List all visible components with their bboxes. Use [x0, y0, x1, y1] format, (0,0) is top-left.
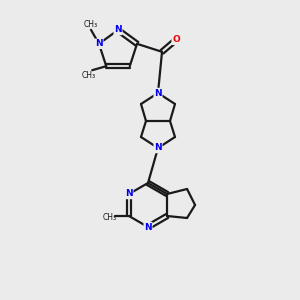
Text: N: N	[114, 26, 122, 34]
Text: N: N	[95, 39, 103, 48]
Text: N: N	[154, 143, 162, 152]
Text: CH₃: CH₃	[84, 20, 98, 29]
Text: CH₃: CH₃	[103, 214, 117, 223]
Text: N: N	[125, 190, 133, 199]
Text: N: N	[144, 223, 152, 232]
Text: N: N	[154, 88, 162, 98]
Text: CH₃: CH₃	[81, 71, 95, 80]
Text: O: O	[172, 35, 180, 44]
